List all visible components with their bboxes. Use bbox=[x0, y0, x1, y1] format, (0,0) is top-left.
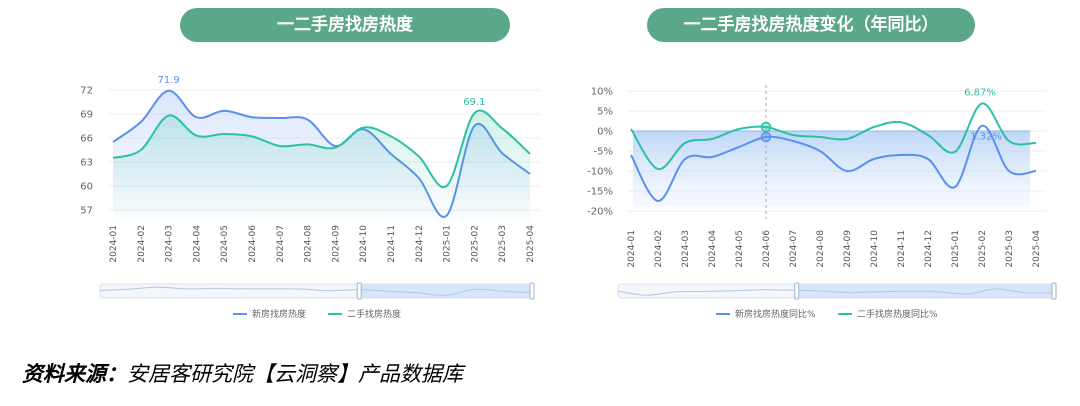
x-tick-label: 2025-01 bbox=[443, 225, 453, 263]
series-line bbox=[630, 124, 1037, 202]
x-tick-label: 2024-03 bbox=[681, 230, 691, 268]
x-tick-label: 2024-06 bbox=[248, 225, 258, 263]
zoom-slider-handle bbox=[529, 282, 535, 300]
y-tick-label: -10% bbox=[587, 167, 613, 178]
legend-label: 二手找房热度 bbox=[347, 308, 401, 320]
x-tick-label: 2024-07 bbox=[276, 225, 286, 263]
x-tick-label: 2025-04 bbox=[1032, 230, 1042, 268]
zoom-slider-handle bbox=[794, 282, 800, 300]
series-area bbox=[113, 110, 530, 226]
x-tick-label: 2024-10 bbox=[870, 230, 880, 268]
x-tick-label: 2025-01 bbox=[951, 230, 961, 268]
hover-marker-dot bbox=[760, 121, 772, 133]
legend-label: 二手找房热度同比% bbox=[857, 308, 938, 320]
y-tick-label: -15% bbox=[587, 187, 613, 198]
x-tick-label: 2024-05 bbox=[220, 225, 230, 263]
x-tick-label: 2024-12 bbox=[924, 230, 934, 268]
y-tick-label: 0% bbox=[597, 127, 613, 138]
source-label: 资料来源： bbox=[22, 362, 127, 386]
series-line bbox=[112, 109, 531, 189]
hover-marker-dot bbox=[760, 131, 772, 143]
x-tick-label: 2024-01 bbox=[109, 225, 119, 263]
zoom-slider-preview bbox=[99, 286, 533, 296]
y-tick-label: -20% bbox=[587, 207, 613, 218]
source-text: 安居客研究院【云洞察】产品数据库 bbox=[127, 362, 463, 386]
legend-label: 新房找房热度 bbox=[252, 308, 306, 320]
y-tick-label: 66 bbox=[80, 134, 93, 145]
x-tick-label: 2024-11 bbox=[897, 230, 907, 268]
x-tick-label: 2024-02 bbox=[654, 230, 664, 268]
x-tick-label: 2024-05 bbox=[735, 230, 745, 268]
x-tick-label: 2025-02 bbox=[470, 225, 480, 263]
data-label: 1.32% bbox=[970, 132, 1002, 143]
x-tick-label: 2024-09 bbox=[843, 230, 853, 268]
x-tick-label: 2024-10 bbox=[359, 225, 369, 263]
x-tick-label: 2024-08 bbox=[816, 230, 826, 268]
x-tick-label: 2024-01 bbox=[627, 230, 637, 268]
y-tick-label: -5% bbox=[594, 147, 613, 158]
zoom-slider-handle bbox=[1051, 282, 1057, 300]
chart1-title-pill: 一二手房找房热度 bbox=[180, 8, 510, 42]
y-tick-label: 72 bbox=[80, 86, 93, 97]
zoom-slider-selection bbox=[359, 284, 532, 298]
chart2-yoy: -20% -15% -10% -5% 0% 5% 10% 6.87% 1.32% 2024-01 2… bbox=[587, 85, 1057, 320]
chart1-heat: 57 60 63 66 69 72 71.9 69.1 2024-01 2024-02 2024-0… bbox=[80, 75, 540, 320]
x-tick-label: 2024-04 bbox=[192, 225, 202, 263]
x-tick-label: 2024-11 bbox=[387, 225, 397, 263]
y-tick-label: 69 bbox=[80, 110, 93, 121]
series-line bbox=[630, 102, 1037, 171]
y-tick-label: 60 bbox=[80, 182, 93, 193]
x-tick-label: 2024-03 bbox=[165, 225, 175, 263]
x-tick-label: 2024-08 bbox=[304, 225, 314, 263]
y-tick-label: 10% bbox=[591, 87, 613, 98]
x-tick-label: 2025-04 bbox=[526, 225, 536, 263]
x-tick-label: 2025-03 bbox=[1005, 230, 1015, 268]
data-label: 6.87% bbox=[964, 88, 996, 99]
zoom-slider-handle bbox=[356, 282, 362, 300]
data-label: 69.1 bbox=[463, 97, 485, 108]
x-tick-label: 2024-09 bbox=[331, 225, 341, 263]
x-tick-label: 2025-02 bbox=[978, 230, 988, 268]
data-label: 71.9 bbox=[157, 75, 179, 86]
source-note: 资料来源：安居客研究院【云洞察】产品数据库 bbox=[22, 358, 463, 388]
x-tick-label: 2024-07 bbox=[789, 230, 799, 268]
legend-label: 新房找房热度同比% bbox=[735, 308, 816, 320]
x-tick-label: 2024-06 bbox=[762, 230, 772, 268]
y-tick-label: 5% bbox=[597, 107, 613, 118]
x-tick-label: 2024-02 bbox=[137, 225, 147, 263]
y-tick-label: 63 bbox=[80, 158, 93, 169]
y-tick-label: 57 bbox=[80, 206, 93, 217]
zoom-slider-preview bbox=[617, 288, 1055, 296]
x-tick-label: 2024-12 bbox=[415, 225, 425, 263]
chart2-title-pill: 一二手房找房热度变化（年同比） bbox=[647, 8, 975, 42]
x-tick-label: 2024-04 bbox=[708, 230, 718, 268]
x-tick-label: 2025-03 bbox=[498, 225, 508, 263]
